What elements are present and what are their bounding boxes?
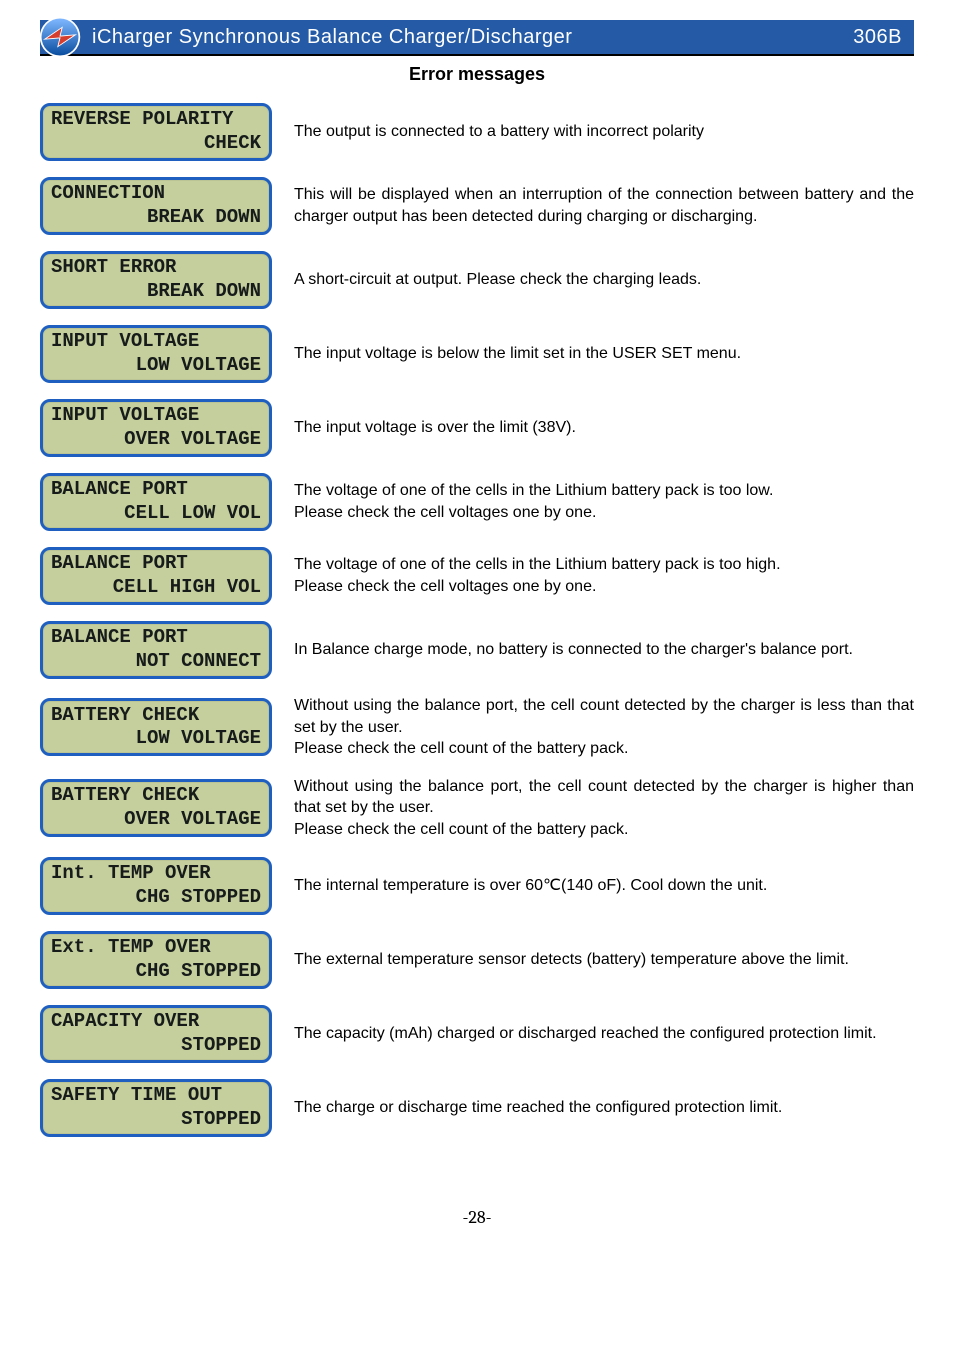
lcd-display: CONNECTIONBREAK DOWN [40, 177, 272, 235]
error-row: BALANCE PORTNOT CONNECT In Balance charge… [40, 621, 914, 679]
lcd-line2: CHG STOPPED [51, 886, 261, 910]
error-row: BATTERY CHECKOVER VOLTAGE Without using t… [40, 776, 914, 841]
lcd-line1: BALANCE PORT [51, 626, 261, 650]
lcd-display: Ext. TEMP OVERCHG STOPPED [40, 931, 272, 989]
error-row: SHORT ERRORBREAK DOWN A short-circuit at … [40, 251, 914, 309]
lcd-display: REVERSE POLARITYCHECK [40, 103, 272, 161]
error-row: CAPACITY OVERSTOPPED The capacity (mAh) c… [40, 1005, 914, 1063]
error-row: Ext. TEMP OVERCHG STOPPED The external te… [40, 931, 914, 989]
lcd-line1: SAFETY TIME OUT [51, 1084, 261, 1108]
lcd-line1: SHORT ERROR [51, 256, 261, 280]
page-container: iCharger Synchronous Balance Charger/Dis… [0, 20, 954, 1228]
lcd-line1: BALANCE PORT [51, 478, 261, 502]
lcd-display: CAPACITY OVERSTOPPED [40, 1005, 272, 1063]
lcd-line2: NOT CONNECT [51, 650, 261, 674]
lcd-display: SAFETY TIME OUTSTOPPED [40, 1079, 272, 1137]
lcd-line1: INPUT VOLTAGE [51, 330, 261, 354]
header-model: 306B [853, 26, 902, 49]
lcd-line1: BALANCE PORT [51, 552, 261, 576]
lcd-line1: INPUT VOLTAGE [51, 404, 261, 428]
error-row: CONNECTIONBREAK DOWN This will be display… [40, 177, 914, 235]
lcd-display: BALANCE PORTCELL HIGH VOL [40, 547, 272, 605]
error-row: BALANCE PORTCELL LOW VOL The voltage of o… [40, 473, 914, 531]
error-row: BALANCE PORTCELL HIGH VOL The voltage of … [40, 547, 914, 605]
lcd-line2: CELL LOW VOL [51, 502, 261, 526]
error-description: The capacity (mAh) charged or discharged… [294, 1023, 914, 1045]
lcd-line1: BATTERY CHECK [51, 704, 261, 728]
lcd-display: SHORT ERRORBREAK DOWN [40, 251, 272, 309]
section-title: Error messages [40, 64, 914, 85]
lcd-display: INPUT VOLTAGELOW VOLTAGE [40, 325, 272, 383]
lcd-display: Int. TEMP OVERCHG STOPPED [40, 857, 272, 915]
error-description: The internal temperature is over 60℃(140… [294, 875, 914, 897]
error-description: The voltage of one of the cells in the L… [294, 554, 914, 597]
error-rows-container: REVERSE POLARITYCHECK The output is conne… [40, 103, 914, 1137]
header-title: iCharger Synchronous Balance Charger/Dis… [92, 26, 853, 49]
error-description: The input voltage is over the limit (38V… [294, 417, 914, 439]
error-description: This will be displayed when an interrupt… [294, 184, 914, 227]
page-number: -28- [40, 1207, 914, 1228]
error-description: The output is connected to a battery wit… [294, 121, 914, 143]
lcd-line2: OVER VOLTAGE [51, 808, 261, 832]
lcd-line2: CHECK [51, 132, 261, 156]
error-row: INPUT VOLTAGEOVER VOLTAGE The input volta… [40, 399, 914, 457]
brand-logo-icon [38, 15, 82, 59]
lcd-display: BATTERY CHECKOVER VOLTAGE [40, 779, 272, 837]
lcd-display: BALANCE PORTCELL LOW VOL [40, 473, 272, 531]
error-row: SAFETY TIME OUTSTOPPED The charge or disc… [40, 1079, 914, 1137]
error-description: The charge or discharge time reached the… [294, 1097, 914, 1119]
lcd-line1: REVERSE POLARITY [51, 108, 261, 132]
lcd-line2: STOPPED [51, 1108, 261, 1132]
lcd-line2: OVER VOLTAGE [51, 428, 261, 452]
lcd-display: BATTERY CHECKLOW VOLTAGE [40, 698, 272, 756]
lcd-line2: LOW VOLTAGE [51, 727, 261, 751]
lcd-line2: CHG STOPPED [51, 960, 261, 984]
error-description: A short-circuit at output. Please check … [294, 269, 914, 291]
error-row: BATTERY CHECKLOW VOLTAGE Without using th… [40, 695, 914, 760]
error-description: The input voltage is below the limit set… [294, 343, 914, 365]
error-row: INPUT VOLTAGELOW VOLTAGE The input voltag… [40, 325, 914, 383]
error-description: The external temperature sensor detects … [294, 949, 914, 971]
lcd-line1: BATTERY CHECK [51, 784, 261, 808]
header-bar: iCharger Synchronous Balance Charger/Dis… [40, 20, 914, 56]
error-row: REVERSE POLARITYCHECK The output is conne… [40, 103, 914, 161]
lcd-line2: STOPPED [51, 1034, 261, 1058]
lcd-display: BALANCE PORTNOT CONNECT [40, 621, 272, 679]
lcd-line1: CAPACITY OVER [51, 1010, 261, 1034]
lcd-line1: Ext. TEMP OVER [51, 936, 261, 960]
error-description: In Balance charge mode, no battery is co… [294, 639, 914, 661]
error-description: Without using the balance port, the cell… [294, 695, 914, 760]
lcd-display: INPUT VOLTAGEOVER VOLTAGE [40, 399, 272, 457]
error-description: The voltage of one of the cells in the L… [294, 480, 914, 523]
lcd-line1: Int. TEMP OVER [51, 862, 261, 886]
lcd-line2: BREAK DOWN [51, 206, 261, 230]
lcd-line2: BREAK DOWN [51, 280, 261, 304]
error-description: Without using the balance port, the cell… [294, 776, 914, 841]
error-row: Int. TEMP OVERCHG STOPPED The internal te… [40, 857, 914, 915]
lcd-line2: LOW VOLTAGE [51, 354, 261, 378]
lcd-line1: CONNECTION [51, 182, 261, 206]
lcd-line2: CELL HIGH VOL [51, 576, 261, 600]
